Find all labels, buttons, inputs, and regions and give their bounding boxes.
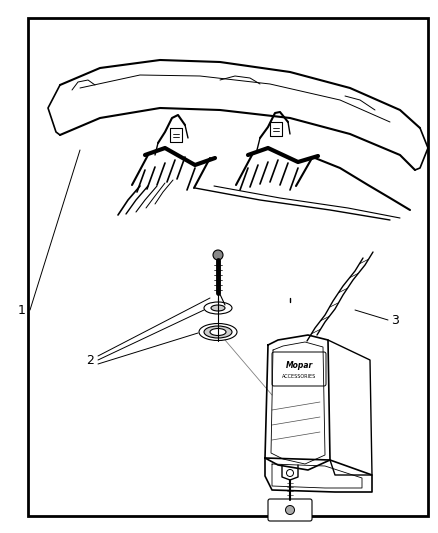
Circle shape bbox=[213, 250, 223, 260]
Text: 3: 3 bbox=[391, 313, 399, 327]
Ellipse shape bbox=[210, 328, 226, 335]
Ellipse shape bbox=[211, 305, 225, 311]
Circle shape bbox=[286, 470, 293, 477]
Ellipse shape bbox=[204, 302, 232, 314]
Text: ACCESSORIES: ACCESSORIES bbox=[282, 374, 316, 378]
Circle shape bbox=[286, 505, 294, 514]
FancyBboxPatch shape bbox=[268, 499, 312, 521]
Text: 1: 1 bbox=[18, 303, 26, 317]
Ellipse shape bbox=[204, 326, 232, 338]
FancyBboxPatch shape bbox=[272, 352, 326, 386]
Text: 2: 2 bbox=[86, 353, 94, 367]
Text: Mopar: Mopar bbox=[286, 361, 313, 370]
Ellipse shape bbox=[199, 324, 237, 341]
